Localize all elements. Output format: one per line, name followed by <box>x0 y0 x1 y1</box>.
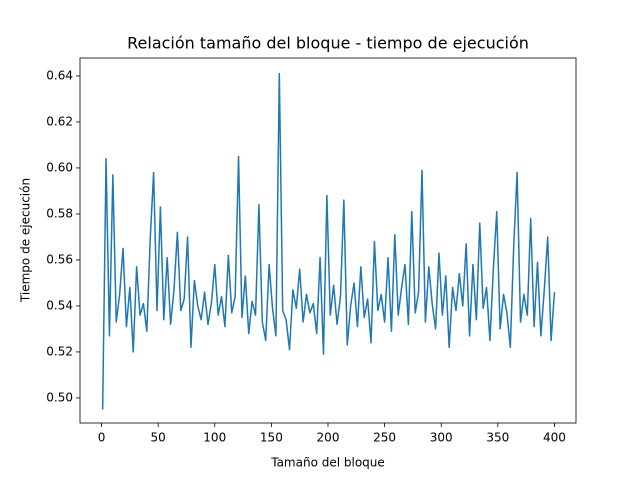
x-tick-label: 250 <box>373 431 396 445</box>
data-line <box>101 72 556 410</box>
x-tick-label: 50 <box>150 431 165 445</box>
chart-title: Relación tamaño del bloque - tiempo de e… <box>127 34 529 53</box>
y-tick-label: 0.58 <box>46 206 73 220</box>
axes-frame <box>79 57 577 424</box>
x-tick-label: 400 <box>543 431 566 445</box>
x-tick-label: 0 <box>98 431 106 445</box>
y-tick-label: 0.62 <box>46 114 73 128</box>
y-tick-label: 0.60 <box>46 160 73 174</box>
x-axis-label: Tamaño del bloque <box>270 456 385 470</box>
y-tick-label: 0.64 <box>46 68 73 82</box>
x-tick-label: 300 <box>430 431 453 445</box>
x-tick-label: 200 <box>317 431 340 445</box>
y-tick-label: 0.56 <box>46 252 73 266</box>
y-tick-label: 0.52 <box>46 344 73 358</box>
y-tick-label: 0.54 <box>46 298 73 312</box>
x-tick-label: 100 <box>203 431 226 445</box>
y-axis-label: Tiempo de ejecución <box>19 178 33 303</box>
x-tick-label: 150 <box>260 431 283 445</box>
y-tick-label: 0.50 <box>46 390 73 404</box>
x-tick-label: 350 <box>486 431 509 445</box>
